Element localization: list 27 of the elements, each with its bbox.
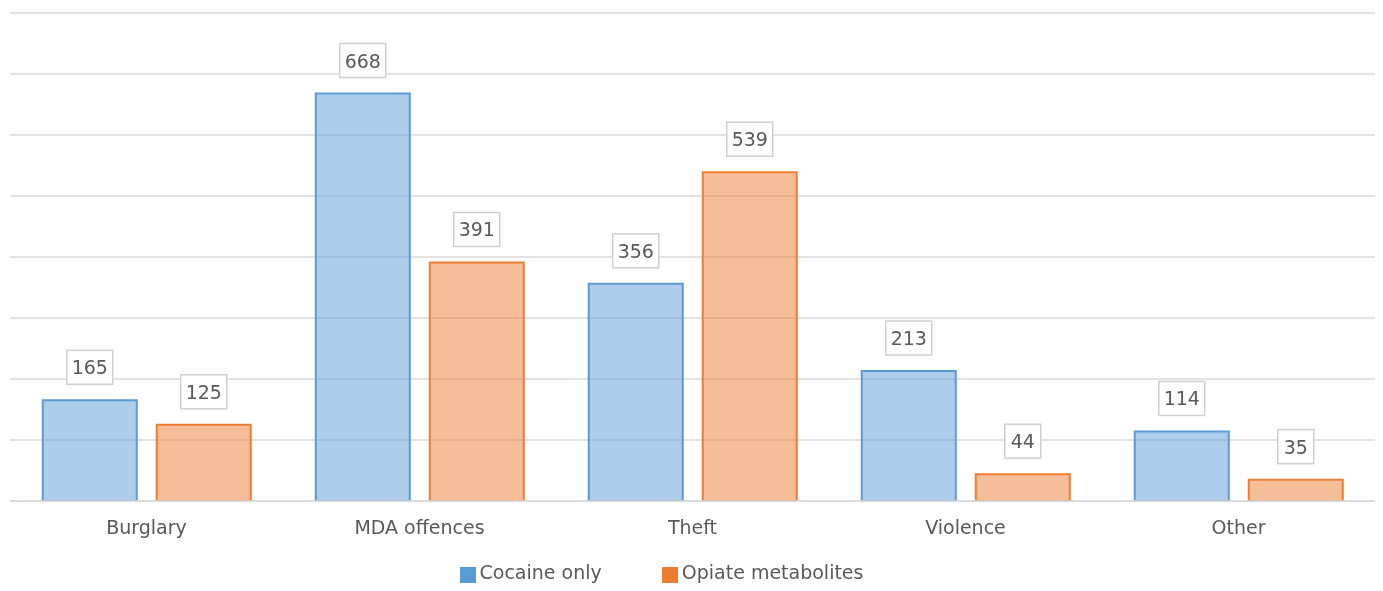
- x-tick-label: Violence: [925, 516, 1006, 539]
- data-label: 44: [1010, 430, 1035, 453]
- legend-label: Opiate metabolites: [681, 561, 864, 583]
- data-label: 165: [71, 356, 108, 379]
- data-label: 356: [617, 239, 654, 262]
- bar: [974, 473, 1071, 501]
- bar: [155, 423, 252, 501]
- data-label: 125: [185, 380, 222, 403]
- bar: [41, 399, 138, 501]
- data-label: 35: [1283, 435, 1308, 458]
- legend-label: Cocaine only: [479, 561, 602, 583]
- data-label: 391: [458, 218, 495, 241]
- x-tick-label: Theft: [666, 516, 718, 539]
- data-label: 213: [890, 327, 927, 350]
- bar: [860, 370, 957, 501]
- bar: [1133, 430, 1230, 501]
- x-tick-label: Burglary: [106, 516, 187, 539]
- bar: [587, 282, 684, 501]
- data-label: 668: [344, 49, 381, 72]
- bar: [1247, 478, 1344, 501]
- x-tick-label: MDA offences: [354, 516, 485, 539]
- x-tick-label: Other: [1211, 516, 1266, 539]
- bar: [701, 171, 798, 501]
- data-label: 114: [1163, 387, 1200, 410]
- bar: [428, 261, 525, 501]
- bar: [314, 92, 411, 501]
- data-label: 539: [731, 128, 768, 151]
